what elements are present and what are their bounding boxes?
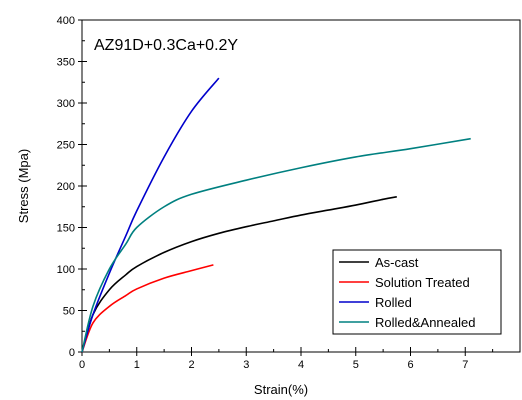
legend-box <box>332 249 502 335</box>
x-axis-title: Strain(%) <box>254 382 308 397</box>
x-tick-label: 7 <box>462 359 468 371</box>
series-line-rolled-annealed <box>81 137 471 353</box>
series-line-solution-treated <box>81 264 214 353</box>
x-tick-label: 0 <box>79 359 85 371</box>
y-tick-label: 200 <box>57 181 75 193</box>
y-tick-label: 350 <box>57 57 75 69</box>
axes: 0 1 2 3 4 5 6 7 0 50 100 150 200 250 300 350 400 <box>57 15 521 371</box>
y-tick-label: 50 <box>63 306 75 318</box>
x-tick-label: 3 <box>243 359 249 371</box>
y-tick-label: 300 <box>57 98 75 110</box>
series-line-rolled <box>81 77 220 353</box>
legend: As-cast Solution Treated Rolled Rolled&Anne… <box>332 249 502 335</box>
series-layer <box>81 77 471 353</box>
y-tick-label: 400 <box>57 15 75 27</box>
x-tick-label: 5 <box>353 359 359 371</box>
x-tick-label: 6 <box>407 359 413 371</box>
x-tick-label: 2 <box>188 359 194 371</box>
y-tick-label: 250 <box>57 140 75 152</box>
chart-annotation: AZ91D+0.3Ca+0.2Y <box>94 37 238 54</box>
y-tick-label: 150 <box>57 223 75 235</box>
series-line-as-cast <box>81 196 397 353</box>
legend-label: Rolled <box>375 295 412 310</box>
y-axis-title: Stress (Mpa) <box>16 149 31 223</box>
y-tick-label: 0 <box>69 347 75 359</box>
legend-label: As-cast <box>375 255 419 270</box>
legend-label: Rolled&Annealed <box>375 315 475 330</box>
legend-label: Solution Treated <box>375 275 470 290</box>
x-tick-label: 1 <box>134 359 140 371</box>
x-tick-label: 4 <box>298 359 304 371</box>
y-tick-label: 100 <box>57 264 75 276</box>
